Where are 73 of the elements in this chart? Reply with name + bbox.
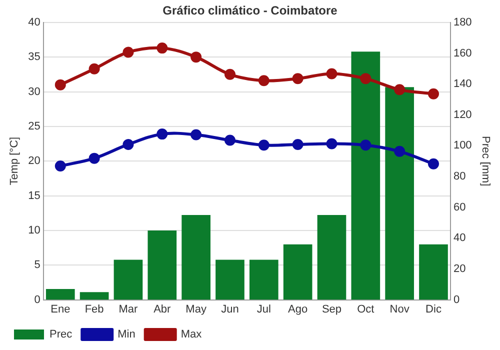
x-tick-label: Jul	[256, 303, 271, 316]
y-tick-label: 15	[28, 190, 40, 202]
point	[428, 88, 439, 100]
bar	[283, 244, 312, 300]
y2-tick-label: 140	[453, 78, 472, 90]
legend-label: Prec	[50, 328, 73, 341]
point	[428, 158, 439, 170]
y2-tick-label: 0	[453, 294, 460, 306]
y-axis-title: Temp [°C]	[8, 136, 21, 186]
y2-tick-label: 160	[453, 47, 472, 60]
bar	[385, 87, 414, 300]
legend-label: Min	[118, 328, 136, 341]
y-tick-label: 40	[28, 16, 40, 28]
y-tick-label: 10	[28, 224, 40, 236]
point	[292, 138, 304, 150]
x-tick-label: Ene	[50, 303, 70, 316]
bar	[419, 244, 448, 300]
x-tick-label: Nov	[390, 303, 410, 316]
point	[88, 152, 100, 164]
y2-tick-label: 180	[453, 16, 472, 28]
point	[88, 63, 100, 74]
point	[156, 128, 168, 140]
point	[326, 68, 338, 80]
point	[190, 52, 202, 63]
point	[292, 73, 304, 84]
y2-tick-label: 40	[453, 232, 466, 244]
y-tick-label: 20	[28, 155, 40, 168]
point	[54, 79, 66, 90]
point	[54, 160, 66, 172]
point	[224, 134, 236, 146]
y2-tick-label: 60	[453, 201, 466, 214]
y2-tick-label: 100	[453, 140, 472, 152]
x-tick-label: Mar	[118, 303, 138, 316]
y2-tick-label: 20	[453, 263, 466, 276]
bar	[114, 260, 143, 300]
y-tick-label: 5	[34, 259, 40, 272]
bar	[80, 292, 109, 300]
point	[258, 140, 270, 151]
point	[326, 138, 338, 150]
chart-title: Gráfico climático - Coimbatore	[162, 4, 338, 18]
y-tick-label: 35	[28, 51, 40, 64]
point	[156, 42, 168, 54]
y-tick-label: 25	[28, 120, 40, 132]
point	[258, 75, 270, 86]
bar	[216, 260, 244, 300]
point	[360, 140, 372, 151]
point	[360, 73, 372, 84]
bar	[351, 52, 380, 300]
y-tick-label: 30	[28, 86, 40, 98]
x-tick-label: Sep	[322, 303, 342, 316]
x-tick-label: Abr	[154, 303, 172, 316]
legend-label: Max	[180, 328, 202, 341]
y-tick-label: 0	[34, 294, 40, 306]
bar	[148, 230, 177, 300]
x-tick-label: Dic	[426, 303, 442, 316]
y2-tick-label: 80	[453, 170, 466, 183]
bar	[249, 260, 278, 300]
bar	[46, 289, 75, 300]
y2-axis-title: Prec [mm]	[479, 136, 492, 186]
x-tick-label: Jun	[221, 303, 239, 316]
bar	[317, 215, 346, 300]
point	[224, 68, 236, 80]
point	[394, 84, 406, 96]
y2-tick-label: 120	[453, 108, 472, 121]
point	[394, 146, 406, 157]
x-tick-label: Oct	[357, 303, 374, 316]
x-tick-label: May	[186, 303, 207, 316]
point	[122, 138, 134, 150]
x-tick-label: Feb	[84, 303, 104, 316]
bar	[182, 215, 210, 300]
point	[122, 46, 134, 58]
point	[190, 129, 202, 140]
x-tick-label: Ago	[288, 303, 308, 316]
